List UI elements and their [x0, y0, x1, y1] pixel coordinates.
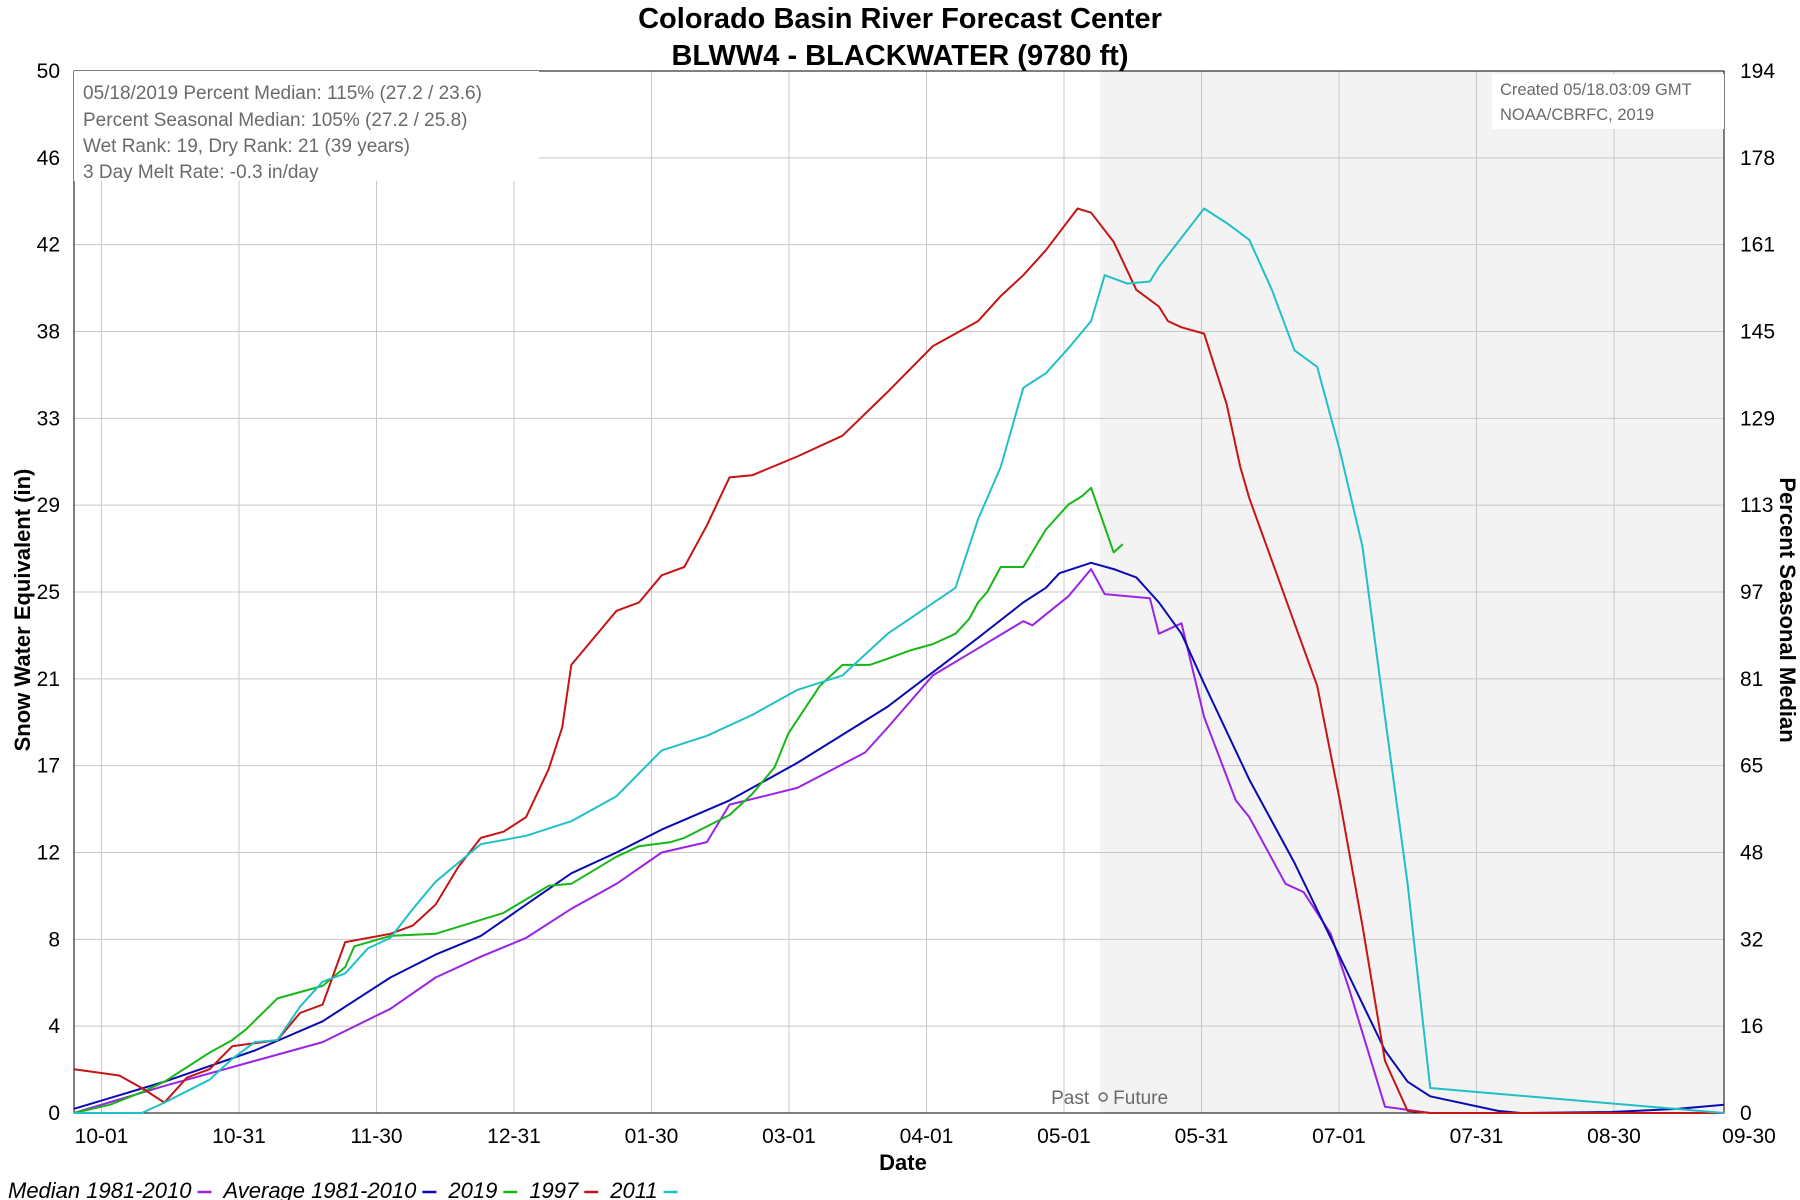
x-tick-label: 04-01: [900, 1125, 954, 1148]
x-tick-labels: 10-01 10-31 11-30 12-31 01-30 03-01 04-01 05-01…: [75, 1125, 1776, 1148]
legend-label-3: 1997: [529, 1178, 579, 1200]
series-line-1: [73, 561, 1725, 1114]
future-label: Future: [1113, 1088, 1168, 1109]
x-tick-label: 05-31: [1175, 1125, 1229, 1148]
y2-tick-label: 161: [1740, 234, 1775, 257]
y2-tick-label: 0: [1740, 1102, 1752, 1125]
y-tick-label: 0: [48, 1102, 60, 1125]
credit-box: Created 05/18.03:09 GMT NOAA/CBRFC, 2019: [1492, 74, 1724, 129]
x-tick-label: 10-01: [75, 1125, 129, 1148]
legend: Median 1981-2010 Average 1981-2010 2019 199…: [8, 1178, 678, 1200]
x-tick-label: 10-31: [212, 1125, 266, 1148]
x-tick-label: 08-30: [1587, 1125, 1641, 1148]
chart-subtitle: BLWW4 - BLACKWATER (9780 ft): [671, 40, 1128, 72]
y2-tick-label: 129: [1740, 407, 1775, 430]
series-line-0: [73, 568, 1724, 1114]
info-background: [74, 71, 539, 181]
y-gridlines: [74, 157, 1724, 1027]
series-lines: [73, 207, 1725, 1114]
y2-tick-labels: 0 16 32 48 65 81 97 113 129 145 161 178 194: [1740, 60, 1775, 1125]
credit-background: [1492, 74, 1724, 129]
x-tick-label: 11-30: [350, 1125, 402, 1148]
series-line-4: [74, 207, 1725, 1114]
x-tick-label: 01-30: [625, 1125, 679, 1148]
x-tick-label: 09-30: [1722, 1125, 1776, 1148]
series-line-3: [73, 207, 1724, 1114]
y2-tick-label: 178: [1740, 147, 1775, 170]
y-tick-label: 8: [48, 928, 60, 951]
y2-tick-label: 194: [1740, 60, 1775, 83]
x-tick-label: 03-01: [762, 1125, 816, 1148]
legend-label-0: Median 1981-2010: [8, 1178, 192, 1200]
y-tick-label: 46: [37, 147, 60, 170]
past-future-divider-icon: [1098, 1092, 1108, 1102]
x-tick-label: 07-01: [1312, 1125, 1366, 1148]
y-tick-label: 29: [37, 494, 60, 517]
y2-tick-label: 32: [1740, 928, 1763, 951]
y-tick-label: 42: [37, 234, 60, 257]
y-tick-label: 4: [48, 1015, 60, 1038]
past-future-marker: Past Future: [1051, 1088, 1168, 1109]
y-tick-label: 25: [37, 581, 60, 604]
y2-tick-label: 16: [1740, 1015, 1763, 1038]
credit-agency: NOAA/CBRFC, 2019: [1500, 106, 1654, 124]
y-axis-title: Snow Water Equivalent (in): [10, 469, 35, 752]
y-tick-label: 12: [37, 842, 60, 865]
y2-tick-label: 81: [1740, 668, 1763, 691]
past-label: Past: [1051, 1088, 1090, 1109]
y2-tick-label: 97: [1740, 581, 1763, 604]
x-tick-label: 05-01: [1037, 1125, 1091, 1148]
info-box: 05/18/2019 Percent Median: 115% (27.2 / …: [74, 71, 539, 183]
series-line-2: [73, 486, 1124, 1114]
y2-tick-label: 65: [1740, 755, 1763, 778]
y2-tick-label: 113: [1740, 494, 1773, 517]
x-axis-title: Date: [879, 1150, 927, 1175]
legend-label-1: Average 1981-2010: [221, 1178, 417, 1200]
x-tick-label: 07-31: [1450, 1125, 1504, 1148]
info-line-seasonal-median: Percent Seasonal Median: 105% (27.2 / 25…: [83, 110, 467, 131]
y-tick-label: 17: [37, 755, 60, 778]
plot-area: [73, 70, 1725, 1114]
y-tick-label: 21: [37, 668, 60, 691]
x-tick-label: 12-31: [487, 1125, 541, 1148]
plot-border: [73, 70, 1725, 1114]
info-line-melt-rate: 3 Day Melt Rate: -0.3 in/day: [83, 162, 319, 183]
info-line-percent-median: 05/18/2019 Percent Median: 115% (27.2 / …: [83, 83, 482, 104]
chart-title: Colorado Basin River Forecast Center: [638, 3, 1162, 35]
y-tick-label: 33: [37, 407, 60, 430]
y2-tick-label: 145: [1740, 321, 1775, 344]
y-tick-label: 38: [37, 321, 60, 344]
info-line-rank: Wet Rank: 19, Dry Rank: 21 (39 years): [83, 136, 410, 157]
legend-label-4: 2011: [609, 1178, 657, 1200]
y-tick-label: 50: [37, 60, 60, 83]
legend-label-2: 2019: [447, 1178, 497, 1200]
y2-tick-label: 48: [1740, 842, 1763, 865]
y-tick-labels: 0 4 8 12 17 21 25 29 33 38 42 46 50: [37, 60, 61, 1125]
created-timestamp: Created 05/18.03:09 GMT: [1500, 81, 1692, 99]
y2-axis-title: Percent Seasonal Median: [1775, 477, 1800, 742]
